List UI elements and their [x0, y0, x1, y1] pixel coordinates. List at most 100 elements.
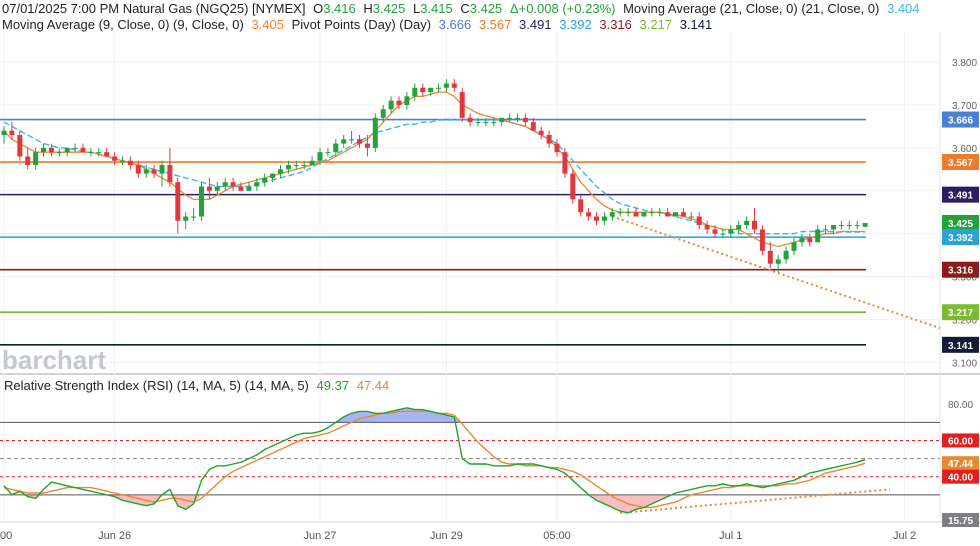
- candle[interactable]: [104, 147, 110, 157]
- candle[interactable]: [704, 220, 710, 234]
- candle[interactable]: [475, 117, 481, 127]
- candle[interactable]: [199, 182, 204, 221]
- candle[interactable]: [617, 207, 623, 217]
- candle[interactable]: [25, 147, 31, 170]
- candle[interactable]: [246, 182, 252, 191]
- candle[interactable]: [752, 207, 757, 234]
- candle[interactable]: [88, 147, 94, 157]
- candle[interactable]: [72, 143, 78, 153]
- candle[interactable]: [96, 147, 102, 157]
- candle[interactable]: [420, 83, 426, 97]
- candle[interactable]: [546, 130, 552, 148]
- candle[interactable]: [317, 147, 323, 166]
- candle[interactable]: [491, 117, 497, 127]
- candle[interactable]: [48, 143, 54, 157]
- candle[interactable]: [728, 225, 734, 238]
- candle[interactable]: [309, 156, 315, 166]
- candle[interactable]: [254, 177, 260, 191]
- candle[interactable]: [41, 143, 46, 157]
- candle[interactable]: [301, 160, 307, 170]
- candle[interactable]: [807, 233, 813, 247]
- candle[interactable]: [530, 117, 536, 131]
- candle[interactable]: [56, 147, 62, 157]
- candle[interactable]: [159, 160, 165, 187]
- candle[interactable]: [451, 79, 457, 93]
- candle[interactable]: [293, 160, 299, 170]
- candle[interactable]: [736, 220, 742, 234]
- candle[interactable]: [554, 139, 560, 157]
- candle[interactable]: [649, 207, 655, 217]
- candle[interactable]: [601, 212, 607, 226]
- candle[interactable]: [112, 152, 118, 166]
- candle[interactable]: [673, 212, 678, 217]
- candle[interactable]: [183, 212, 189, 230]
- candle[interactable]: [759, 225, 765, 256]
- candle[interactable]: [507, 113, 513, 123]
- candle[interactable]: [230, 177, 236, 191]
- candle[interactable]: [483, 117, 489, 127]
- candle[interactable]: [278, 165, 283, 178]
- candle[interactable]: [586, 207, 592, 221]
- candle[interactable]: [815, 225, 821, 243]
- candle[interactable]: [712, 225, 718, 238]
- candle[interactable]: [594, 212, 599, 226]
- candle[interactable]: [625, 207, 631, 217]
- candle[interactable]: [120, 156, 125, 166]
- candle[interactable]: [143, 165, 149, 178]
- candle[interactable]: [436, 83, 441, 93]
- candle[interactable]: [846, 220, 852, 230]
- candle[interactable]: [767, 242, 773, 269]
- candle[interactable]: [570, 169, 576, 204]
- candle[interactable]: [609, 207, 615, 221]
- candle[interactable]: [657, 207, 663, 217]
- candle[interactable]: [831, 225, 836, 234]
- candle[interactable]: [214, 182, 220, 196]
- candle[interactable]: [167, 147, 173, 187]
- candle[interactable]: [854, 220, 860, 230]
- candle[interactable]: [791, 237, 797, 256]
- candle[interactable]: [499, 117, 505, 127]
- candle[interactable]: [349, 130, 355, 144]
- candle[interactable]: [515, 113, 520, 123]
- candle[interactable]: [285, 160, 291, 174]
- candle[interactable]: [238, 182, 244, 191]
- candle[interactable]: [364, 134, 370, 157]
- candle[interactable]: [823, 225, 829, 234]
- candle[interactable]: [443, 79, 449, 93]
- candle[interactable]: [862, 222, 868, 228]
- candle[interactable]: [538, 126, 544, 140]
- candle[interactable]: [562, 147, 568, 178]
- candle[interactable]: [9, 122, 15, 140]
- candle[interactable]: [744, 216, 750, 230]
- candle[interactable]: [333, 139, 339, 157]
- candle[interactable]: [467, 113, 473, 127]
- candle[interactable]: [80, 143, 86, 153]
- candle[interactable]: [696, 212, 702, 230]
- candle[interactable]: [578, 195, 584, 217]
- candle[interactable]: [633, 207, 639, 217]
- candle[interactable]: [206, 177, 212, 200]
- candle[interactable]: [775, 255, 781, 273]
- candle[interactable]: [135, 160, 141, 178]
- candle[interactable]: [222, 177, 228, 191]
- candle[interactable]: [191, 207, 197, 221]
- candle[interactable]: [262, 173, 268, 187]
- candle[interactable]: [341, 134, 347, 148]
- candle[interactable]: [688, 212, 694, 221]
- candle[interactable]: [270, 173, 276, 183]
- candle[interactable]: [372, 113, 378, 153]
- candle[interactable]: [33, 147, 39, 170]
- candle[interactable]: [357, 134, 362, 148]
- candle[interactable]: [799, 233, 805, 247]
- candle[interactable]: [64, 147, 70, 157]
- candle[interactable]: [380, 104, 386, 123]
- candle[interactable]: [720, 229, 726, 238]
- candle[interactable]: [127, 156, 133, 170]
- candle[interactable]: [412, 83, 418, 101]
- candle[interactable]: [838, 220, 844, 230]
- candle[interactable]: [522, 113, 528, 127]
- candle[interactable]: [17, 130, 23, 161]
- candle[interactable]: [680, 207, 686, 217]
- candle[interactable]: [175, 177, 181, 234]
